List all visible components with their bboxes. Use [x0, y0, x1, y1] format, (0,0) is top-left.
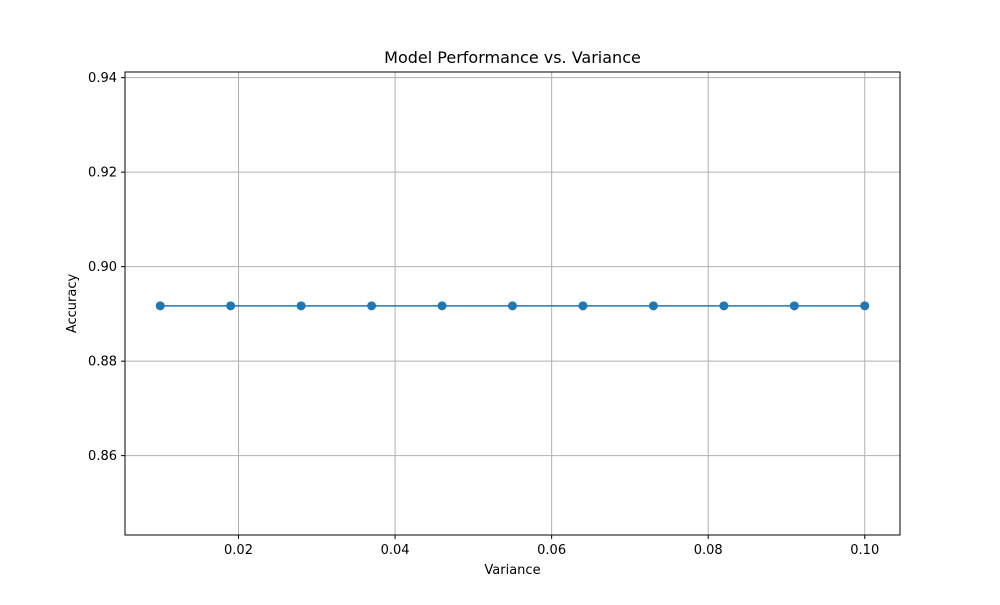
data-point — [789, 301, 799, 311]
y-tick-label: 0.88 — [88, 355, 117, 370]
y-tick-label: 0.90 — [88, 260, 117, 275]
y-tick-label: 0.86 — [88, 449, 117, 464]
x-axis-label: Variance — [484, 563, 540, 578]
data-point — [155, 301, 165, 311]
data-point — [296, 301, 306, 311]
x-tick-label: 0.06 — [537, 543, 566, 558]
x-tick-label: 0.08 — [694, 543, 723, 558]
series-layer — [155, 301, 870, 311]
data-point — [226, 301, 236, 311]
data-point — [860, 301, 870, 311]
chart-title: Model Performance vs. Variance — [384, 48, 641, 67]
data-point — [578, 301, 588, 311]
data-point — [367, 301, 377, 311]
data-point — [437, 301, 447, 311]
data-point — [719, 301, 729, 311]
y-axis-label: Accuracy — [65, 274, 80, 334]
x-tick-label: 0.02 — [224, 543, 253, 558]
x-tick-label: 0.10 — [850, 543, 879, 558]
x-tick-label: 0.04 — [381, 543, 410, 558]
data-point — [648, 301, 658, 311]
y-tick-label: 0.94 — [88, 71, 117, 86]
y-tick-label: 0.92 — [88, 166, 117, 181]
data-point — [508, 301, 517, 311]
plot-frame — [124, 71, 901, 536]
ticks: 0.02 0.04 0.06 0.08 0.10 0.86 0.88 0.90 0.92 0.94 — [88, 71, 879, 558]
